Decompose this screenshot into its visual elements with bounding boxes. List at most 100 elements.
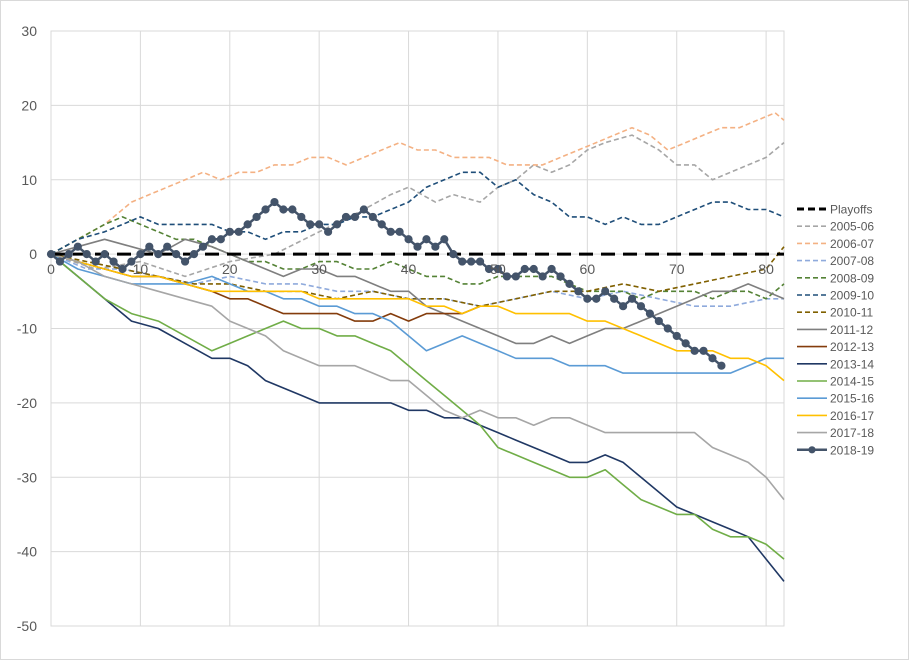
data-point-2018-19 [538, 272, 547, 281]
x-tick-label: 80 [758, 261, 774, 277]
data-point-2018-19 [449, 250, 458, 259]
legend-label-2017-18: 2017-18 [830, 426, 874, 440]
x-tick-label: 10 [133, 261, 149, 277]
data-point-2018-19 [556, 272, 565, 281]
data-point-2018-19 [610, 294, 619, 303]
data-point-2018-19 [422, 235, 431, 244]
data-point-2018-19 [243, 220, 252, 229]
data-point-2018-19 [583, 294, 592, 303]
data-point-2018-19 [699, 346, 708, 355]
series-line-2008-09 [50, 216, 785, 300]
y-tick-label: -20 [17, 395, 37, 411]
data-point-2018-19 [681, 339, 690, 348]
data-point-2018-19 [341, 212, 351, 222]
data-point-2018-19 [82, 250, 91, 259]
data-point-2018-19 [529, 264, 538, 274]
data-point-2018-19 [717, 361, 726, 370]
data-point-2018-19 [467, 257, 476, 266]
legend-label-2016-17: 2016-17 [830, 409, 874, 423]
data-point-2018-19 [109, 257, 118, 266]
x-tick-label: 20 [222, 261, 238, 277]
data-point-2018-19 [708, 354, 717, 363]
x-axis-ticks: 0 10 20 30 40 50 60 70 80 [47, 261, 774, 277]
data-point-2018-19 [198, 242, 208, 251]
data-point-2018-19 [118, 264, 127, 274]
x-tick-label: 40 [401, 261, 417, 277]
gridlines [50, 30, 785, 627]
data-point-2018-19 [601, 287, 610, 296]
data-point-2018-19 [672, 331, 681, 341]
plot-border [50, 30, 785, 627]
y-tick-label: -50 [17, 618, 37, 634]
data-point-2018-19 [502, 272, 511, 281]
data-point-2018-19 [145, 242, 154, 251]
data-point-2018-19 [154, 250, 163, 259]
series-line-2017-18 [50, 253, 785, 501]
data-point-2018-19 [565, 279, 574, 288]
data-point-2018-19 [73, 242, 82, 251]
data-point-2018-19 [547, 264, 556, 274]
data-point-2018-19 [180, 257, 190, 266]
y-axis-ticks: 30 20 10 0 -10 -20 -30 -40 -50 [17, 23, 37, 634]
y-tick-label: -10 [17, 321, 37, 337]
legend-label-2018-19: 2018-19 [830, 443, 874, 457]
data-point-2018-19 [368, 212, 377, 222]
x-tick-label: 50 [490, 261, 506, 277]
data-point-2018-19 [654, 316, 663, 326]
series-line-2010-11 [50, 246, 785, 308]
x-tick-label: 60 [580, 261, 596, 277]
legend-label-2009-10: 2009-10 [830, 289, 874, 303]
data-point-2018-19 [64, 250, 73, 259]
legend-label-2013-14: 2013-14 [830, 357, 874, 371]
legend-label-2014-15: 2014-15 [830, 375, 874, 389]
data-point-2018-19 [511, 272, 520, 281]
legend-marker-2018-19 [808, 446, 816, 454]
data-point-2018-19 [270, 197, 279, 207]
data-point-2018-19 [520, 264, 529, 274]
legend-label-2007-08: 2007-08 [830, 254, 874, 268]
data-point-2018-19 [252, 212, 261, 222]
x-tick-label: 30 [311, 261, 327, 277]
series-line-2014-15 [50, 253, 785, 560]
data-point-2018-19 [127, 257, 136, 266]
series-line-2006-07 [50, 112, 785, 255]
data-point-2018-19 [359, 205, 368, 214]
y-tick-label: 20 [21, 97, 37, 113]
series-line-2016-17 [50, 253, 785, 382]
legend-label-2012-13: 2012-13 [830, 340, 874, 354]
legend-label-2008-09: 2008-09 [830, 271, 874, 285]
data-point-2018-19 [592, 294, 601, 303]
data-point-2018-19 [46, 250, 56, 259]
data-point-2018-19 [431, 242, 440, 251]
data-point-2018-19 [91, 257, 100, 266]
data-point-2018-19 [395, 227, 404, 236]
y-tick-label: -30 [17, 469, 37, 485]
data-point-2018-19 [136, 250, 145, 259]
data-point-2018-19 [627, 294, 637, 303]
data-point-2018-19 [645, 309, 655, 318]
data-point-2018-19 [163, 242, 172, 251]
data-point-2018-19 [484, 264, 494, 274]
data-point-2018-19 [297, 212, 306, 222]
data-point-2018-19 [458, 257, 467, 266]
data-point-2018-19 [306, 220, 315, 229]
data-point-2018-19 [636, 302, 646, 311]
data-point-2018-19 [440, 235, 449, 244]
data-point-2018-19 [475, 257, 485, 266]
data-point-2018-19 [100, 250, 109, 259]
series-lines [46, 112, 785, 582]
data-point-2018-19 [207, 235, 217, 244]
data-point-2018-19 [189, 250, 199, 259]
series-line-2018-19 [50, 200, 723, 367]
data-point-2018-19 [332, 220, 342, 229]
legend-label-2015-16: 2015-16 [830, 392, 874, 406]
x-tick-label: 70 [669, 261, 685, 277]
legend-label-2006-07: 2006-07 [830, 237, 874, 251]
data-point-2018-19 [493, 264, 503, 274]
data-point-2018-19 [279, 205, 288, 214]
y-tick-label: 30 [21, 23, 37, 39]
series-line-2005-06 [50, 134, 785, 278]
data-point-2018-19 [618, 302, 628, 311]
y-tick-label: 10 [21, 172, 37, 188]
